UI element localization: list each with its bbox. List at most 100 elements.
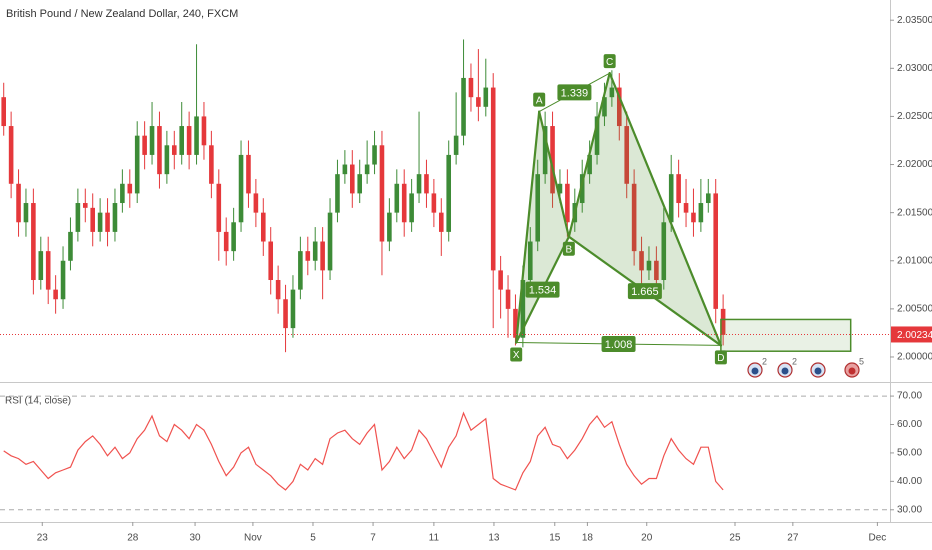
x-tick-label: 5 <box>310 533 316 544</box>
candle-body <box>68 231 73 261</box>
x-tick-label: Dec <box>868 533 886 544</box>
candle-body <box>513 308 518 338</box>
x-tick-label: 18 <box>582 533 594 544</box>
candle-body <box>661 222 667 281</box>
candle-body <box>520 280 526 338</box>
y-tick-label: 2.01500 <box>897 207 932 218</box>
ratio-box <box>601 335 636 352</box>
candle-body <box>194 116 199 155</box>
point-box <box>533 92 546 107</box>
candle-body <box>305 251 311 261</box>
candle-body <box>149 126 155 155</box>
candle-body <box>23 203 29 223</box>
rsi-pane <box>0 395 890 511</box>
point-label: C <box>606 57 613 68</box>
candle-body <box>401 183 407 223</box>
y-tick-label: 60.00 <box>897 419 922 430</box>
axes: 2.00000 2.00500 2.01000 2.01500 2.02000 2.025… <box>37 15 932 544</box>
candle-body <box>461 77 466 136</box>
x-tick-label: 30 <box>189 533 201 544</box>
candle-body <box>676 174 681 204</box>
x-tick-label: 25 <box>729 533 741 544</box>
candle-body <box>720 308 726 335</box>
candle-body <box>490 87 496 271</box>
last-price-box <box>891 326 932 343</box>
x-tick-label: 11 <box>429 533 440 544</box>
event-count: 2 <box>762 356 767 366</box>
candle-body <box>535 174 541 242</box>
candle-body <box>164 145 170 175</box>
ratio-box <box>627 283 662 300</box>
candle-body <box>60 260 66 300</box>
y-tick-label: 30.00 <box>897 504 922 515</box>
candle-body <box>364 164 370 175</box>
rsi-line <box>3 411 724 491</box>
candle-body <box>654 260 659 281</box>
candle-body <box>260 212 266 242</box>
pattern-leg <box>515 110 541 344</box>
ratio-label: 1.339 <box>561 87 589 99</box>
candle-body <box>668 174 674 223</box>
pattern-fill <box>568 73 721 346</box>
candle-body <box>223 231 229 252</box>
point-box <box>562 241 575 256</box>
event-count: 2 <box>792 356 797 366</box>
target-zone <box>720 318 852 352</box>
candle-body <box>579 174 585 204</box>
point-label: D <box>717 353 724 364</box>
candle-body <box>75 203 81 232</box>
candle-body <box>698 203 704 223</box>
pattern-leg <box>608 72 723 347</box>
candle-body <box>320 241 325 271</box>
candle-body <box>505 289 511 309</box>
candle-body <box>498 270 503 290</box>
ratio-label: 1.665 <box>631 286 659 298</box>
y-tick-label: 2.00000 <box>897 352 932 363</box>
candle-body <box>557 183 563 194</box>
point-box <box>714 350 727 365</box>
x-tick-label: Nov <box>244 533 262 544</box>
candle-body <box>616 87 622 127</box>
candle-body <box>587 154 592 175</box>
x-tick-label: 27 <box>787 533 799 544</box>
last-price-label: 2.00234 <box>897 330 932 341</box>
candle-body <box>335 174 340 213</box>
candle-body <box>409 193 414 223</box>
candle-body <box>209 145 214 184</box>
candle-body <box>609 87 615 98</box>
candle-body <box>691 212 696 223</box>
rsi-title: RSI (14, close) <box>5 396 71 407</box>
candle-body <box>186 126 192 155</box>
event-icon-dot <box>848 367 856 375</box>
point-label: X <box>513 350 520 361</box>
candle-body <box>179 126 185 155</box>
x-tick-label: 13 <box>488 533 500 544</box>
x-tick-label: 7 <box>370 533 376 544</box>
candle-body <box>639 251 644 271</box>
candle-body <box>142 135 147 155</box>
candle-body <box>275 280 281 300</box>
candle-body <box>298 251 303 290</box>
candle-body <box>438 212 444 232</box>
candle-body <box>416 174 422 194</box>
candle-body <box>624 126 630 184</box>
event-icon-dot <box>751 367 759 375</box>
candle-body <box>602 97 607 117</box>
candle-body <box>127 183 133 194</box>
candle-body <box>683 203 689 213</box>
candle-body <box>705 193 711 204</box>
candle-body <box>646 260 652 271</box>
y-tick-label: 2.02000 <box>897 159 932 170</box>
point-label: B <box>566 244 573 255</box>
candle-body <box>476 97 481 107</box>
candle-body <box>105 212 110 232</box>
candle-body <box>527 241 533 281</box>
candle-body <box>82 203 88 208</box>
candle-body <box>253 193 259 213</box>
candle-body <box>631 183 637 252</box>
candle-body <box>327 212 333 271</box>
candle-body <box>394 183 400 213</box>
candle-body <box>283 299 288 329</box>
